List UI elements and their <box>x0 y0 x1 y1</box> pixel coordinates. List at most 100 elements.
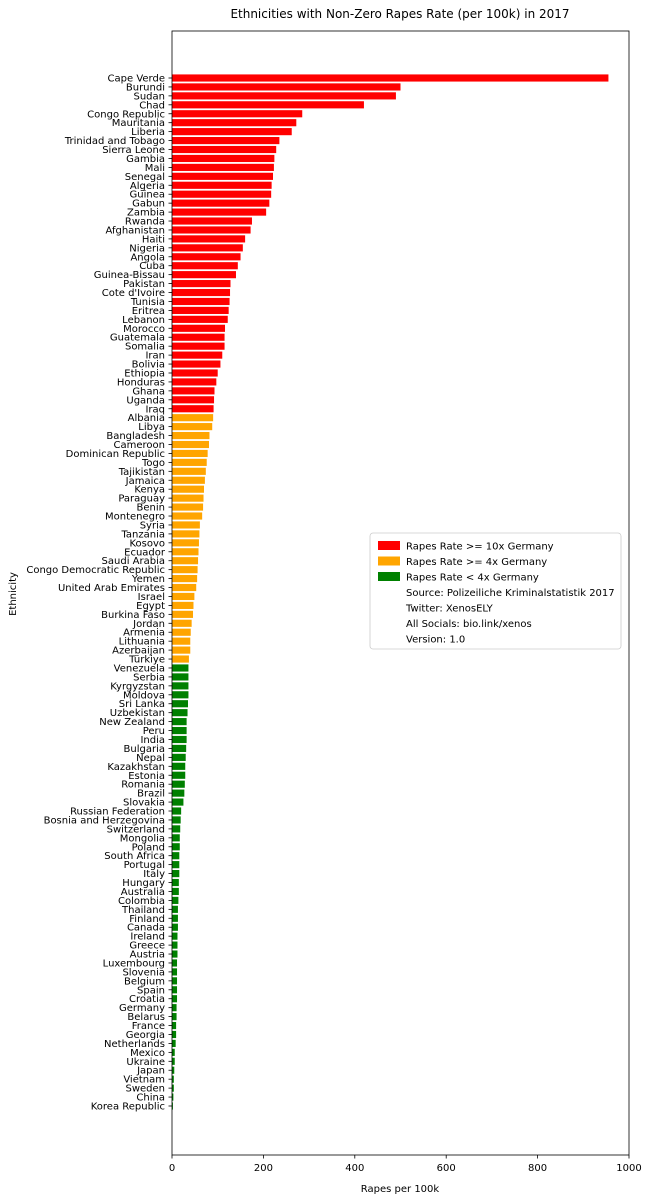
bar-38 <box>172 414 214 422</box>
x-axis: 0 200 400 600 800 1000 <box>169 1155 642 1174</box>
bar-103 <box>172 995 178 1003</box>
category-label-53: Ecuador <box>124 547 166 558</box>
bar-78 <box>172 771 186 779</box>
bar-19 <box>172 244 243 252</box>
category-label-63: Lithuania <box>119 637 165 648</box>
bar-112 <box>172 1075 174 1083</box>
bar-93 <box>172 905 178 913</box>
bar-99 <box>172 959 178 967</box>
category-label-62: Armenia <box>123 628 165 639</box>
bar-52 <box>172 539 199 547</box>
bar-74 <box>172 735 187 744</box>
category-label-80: Brazil <box>137 789 165 800</box>
bar-102 <box>172 986 178 994</box>
category-label-48: Benin <box>137 503 165 514</box>
category-label-66: Venezuela <box>114 663 165 674</box>
bar-83 <box>172 816 181 824</box>
bar-35 <box>172 387 215 395</box>
legend-swatch-1 <box>378 556 400 566</box>
category-label-45: Jamaica <box>125 476 165 487</box>
bar-104 <box>172 1004 177 1012</box>
category-label-83: Bosnia and Herzegovina <box>44 815 165 826</box>
category-label-77: Kazakhstan <box>107 762 165 773</box>
category-label-31: Iran <box>145 351 165 362</box>
bar-48 <box>172 503 204 511</box>
category-label-2: Sudan <box>134 91 166 102</box>
bar-3 <box>172 101 364 109</box>
category-label-11: Senegal <box>125 172 165 183</box>
bar-22 <box>172 271 236 279</box>
bar-41 <box>172 440 210 449</box>
legend: Rapes Rate >= 10x Germany Rapes Rate >= 4… <box>369 532 622 650</box>
category-label-49: Montenegro <box>105 512 165 523</box>
legend-entry-4: Twitter: XenosELY <box>405 604 494 615</box>
category-label-4: Congo Republic <box>87 109 165 120</box>
category-label-3: Chad <box>139 100 165 111</box>
bar-6 <box>172 128 292 136</box>
category-label-114: China <box>136 1093 165 1104</box>
bar-65 <box>172 655 189 663</box>
bar-18 <box>172 235 246 243</box>
bar-115 <box>172 1102 173 1110</box>
category-label-19: Nigeria <box>129 243 165 254</box>
bar-98 <box>172 950 178 958</box>
bar-50 <box>172 521 200 529</box>
category-label-100: Slovenia <box>122 967 165 978</box>
category-label-23: Pakistan <box>123 279 165 290</box>
category-label-30: Somalia <box>125 342 165 353</box>
category-label-105: Belarus <box>127 1012 165 1023</box>
category-label-104: Germany <box>119 1003 165 1014</box>
category-label-41: Cameroon <box>114 440 165 451</box>
bar-92 <box>172 896 179 904</box>
bar-27 <box>172 315 228 323</box>
category-label-29: Guatemala <box>110 333 165 344</box>
x-tick-label-2: 400 <box>345 1163 364 1174</box>
category-label-9: Gambia <box>126 154 165 165</box>
bar-43 <box>172 458 207 466</box>
bar-89 <box>172 870 180 878</box>
category-label-102: Spain <box>137 985 165 996</box>
category-label-40: Bangladesh <box>106 431 165 442</box>
legend-entry-2: Rapes Rate < 4x Germany <box>406 573 539 584</box>
bar-5 <box>172 119 297 127</box>
category-label-110: Ukraine <box>126 1057 165 1068</box>
category-label-55: Congo Democratic Republic <box>26 565 165 576</box>
bar-84 <box>172 825 181 833</box>
bar-106 <box>172 1021 177 1030</box>
y-axis-title: Ethnicity <box>8 572 19 616</box>
bar-42 <box>172 449 208 458</box>
category-label-34: Honduras <box>117 377 165 388</box>
bar-79 <box>172 780 185 788</box>
bar-64 <box>172 646 191 654</box>
bar-69 <box>172 691 189 699</box>
bar-94 <box>172 914 178 922</box>
bar-40 <box>172 431 210 440</box>
bar-95 <box>172 923 178 931</box>
category-label-15: Zambia <box>127 208 165 219</box>
category-label-81: Slovakia <box>123 798 165 809</box>
category-label-99: Luxembourg <box>103 958 165 969</box>
bar-75 <box>172 744 187 753</box>
bar-114 <box>172 1093 174 1101</box>
bar-54 <box>172 557 199 565</box>
legend-frame <box>369 532 622 650</box>
category-label-64: Azerbaijan <box>112 646 165 657</box>
bar-36 <box>172 396 215 404</box>
x-axis-title: Rapes per 100k <box>361 1184 440 1195</box>
bar-87 <box>172 852 180 860</box>
bar-30 <box>172 342 225 350</box>
bar-15 <box>172 208 267 216</box>
bar-110 <box>172 1057 175 1065</box>
bar-66 <box>172 664 189 672</box>
bar-46 <box>172 485 204 493</box>
category-label-7: Trinidad and Tobago <box>64 136 165 147</box>
category-label-14: Gabun <box>132 199 165 210</box>
category-label-16: Rwanda <box>125 217 165 228</box>
bar-26 <box>172 306 229 314</box>
bar-13 <box>172 190 272 198</box>
category-label-115: Korea Republic <box>91 1102 165 1113</box>
bar-17 <box>172 226 251 234</box>
x-tick-label-4: 800 <box>528 1163 547 1174</box>
bar-49 <box>172 512 203 520</box>
bar-63 <box>172 637 191 645</box>
